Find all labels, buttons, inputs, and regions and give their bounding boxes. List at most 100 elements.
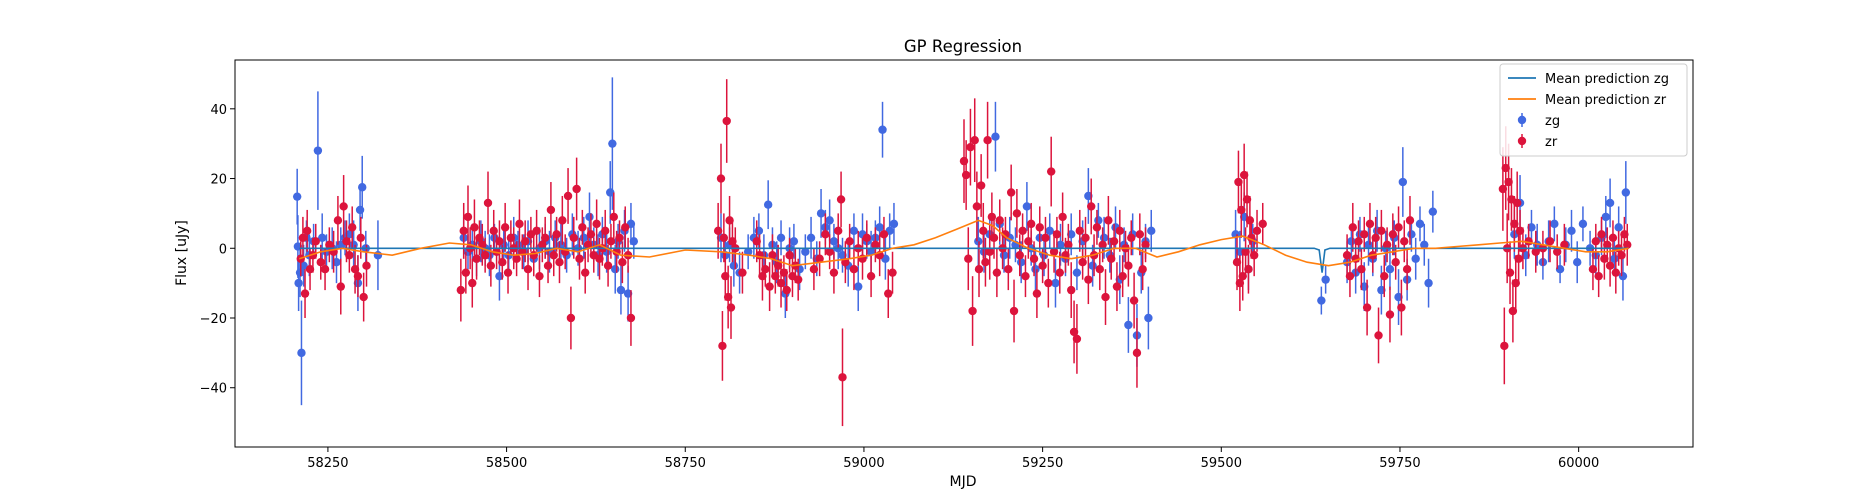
data-point-zr (1603, 240, 1612, 249)
data-point-zr (1235, 278, 1245, 288)
data-point-zr (483, 198, 493, 208)
data-point-zg (355, 205, 365, 215)
data-point-zr (719, 233, 729, 243)
legend-item-zr: zr (1517, 134, 1558, 150)
data-point-zr (773, 261, 783, 270)
data-point-zg (816, 209, 826, 218)
data-point-zr (1238, 271, 1247, 281)
data-point-zr (468, 278, 477, 288)
data-point-zr (1560, 240, 1569, 249)
data-point-zr (1141, 240, 1150, 249)
data-point-zr (1129, 296, 1139, 305)
data-point-zr (1600, 254, 1609, 263)
data-point-zg (373, 251, 383, 260)
data-point-zr (966, 142, 975, 152)
data-point-zr (1511, 278, 1520, 288)
data-point-zg (1398, 177, 1408, 187)
data-point-zr (1104, 216, 1113, 225)
data-point-zg (1385, 264, 1395, 274)
legend-label: Mean prediction zg (1545, 72, 1669, 87)
data-point-zr (1049, 247, 1059, 256)
data-point-zr (563, 191, 573, 201)
data-point-zr (1234, 177, 1243, 187)
data-point-zg (1056, 240, 1065, 249)
data-point-zg (838, 251, 847, 260)
data-point-zr (1044, 278, 1053, 288)
data-point-zr (472, 254, 481, 263)
data-point-zg (294, 278, 303, 288)
data-point-zg (1394, 292, 1403, 302)
data-point-zg (332, 258, 341, 267)
data-point-zr (1072, 334, 1082, 344)
data-point-zr (489, 226, 498, 236)
plot-area (292, 77, 1632, 427)
data-point-zr (1078, 258, 1087, 267)
data-point-zr (726, 303, 736, 312)
data-point-zr (961, 170, 971, 180)
data-point-zr (713, 226, 723, 236)
data-point-zg (1411, 254, 1420, 263)
data-point-zr (884, 289, 893, 298)
data-point-zr (1024, 237, 1033, 246)
y-tick-label: 20 (210, 173, 227, 188)
data-point-zr (316, 258, 325, 267)
data-point-zr (1501, 163, 1510, 173)
data-point-zg (1147, 226, 1156, 236)
data-point-zr (1006, 188, 1016, 197)
data-point-zr (1241, 247, 1250, 256)
data-point-zr (1591, 237, 1601, 246)
data-point-zr (1258, 219, 1267, 229)
data-point-zg (849, 226, 859, 236)
data-point-zr (1345, 271, 1355, 281)
data-point-zr (738, 268, 747, 277)
data-point-zr (1385, 310, 1395, 319)
data-point-zr (470, 223, 479, 232)
data-point-zg (1420, 240, 1429, 249)
data-point-zr (1245, 216, 1255, 225)
data-point-zr (1252, 226, 1262, 236)
data-point-zr (362, 261, 371, 270)
data-point-zr (1360, 230, 1369, 239)
data-point-zr (723, 292, 733, 302)
data-point-zr (1608, 233, 1618, 243)
data-point-zg (854, 282, 863, 291)
data-point-zg (579, 233, 588, 243)
x-tick-label: 59250 (1022, 456, 1063, 471)
data-point-zr (506, 233, 516, 243)
data-point-zr (1124, 261, 1133, 270)
data-point-zr (1515, 226, 1525, 236)
data-point-zr (725, 216, 734, 225)
data-point-zg (1614, 223, 1623, 232)
data-point-zr (583, 240, 593, 249)
data-point-zr (1249, 251, 1259, 260)
data-point-zr (342, 237, 351, 246)
data-point-zg (616, 285, 626, 295)
data-point-zg (1428, 207, 1438, 216)
data-point-zr (964, 254, 973, 263)
data-point-zr (1075, 226, 1084, 236)
data-point-zg (1088, 261, 1097, 270)
legend: Mean prediction zg Mean prediction zr zg zr (1499, 63, 1688, 157)
legend-marker-swatch (1517, 136, 1527, 146)
data-point-zg (743, 247, 753, 256)
data-point-zr (520, 237, 530, 246)
y-tick-label: 40 (210, 103, 227, 118)
data-point-zr (728, 237, 737, 246)
x-tick-label: 59750 (1379, 456, 1420, 471)
data-point-zr (825, 247, 834, 256)
data-point-zr (834, 226, 843, 236)
data-point-zr (1512, 198, 1522, 208)
data-point-zr (821, 230, 830, 239)
data-point-zr (979, 226, 988, 236)
data-point-zr (1620, 230, 1629, 239)
data-point-zr (785, 251, 794, 260)
data-point-zr (1112, 282, 1122, 291)
data-point-zg (754, 226, 764, 236)
legend-item-mean-prediction-zr: Mean prediction zr (1508, 93, 1667, 108)
data-point-zr (1348, 223, 1358, 232)
data-point-zr (1405, 216, 1415, 225)
data-point-zg (1521, 251, 1530, 260)
data-point-zg (585, 212, 594, 222)
data-point-zr (359, 292, 368, 302)
data-point-zr (503, 268, 513, 277)
